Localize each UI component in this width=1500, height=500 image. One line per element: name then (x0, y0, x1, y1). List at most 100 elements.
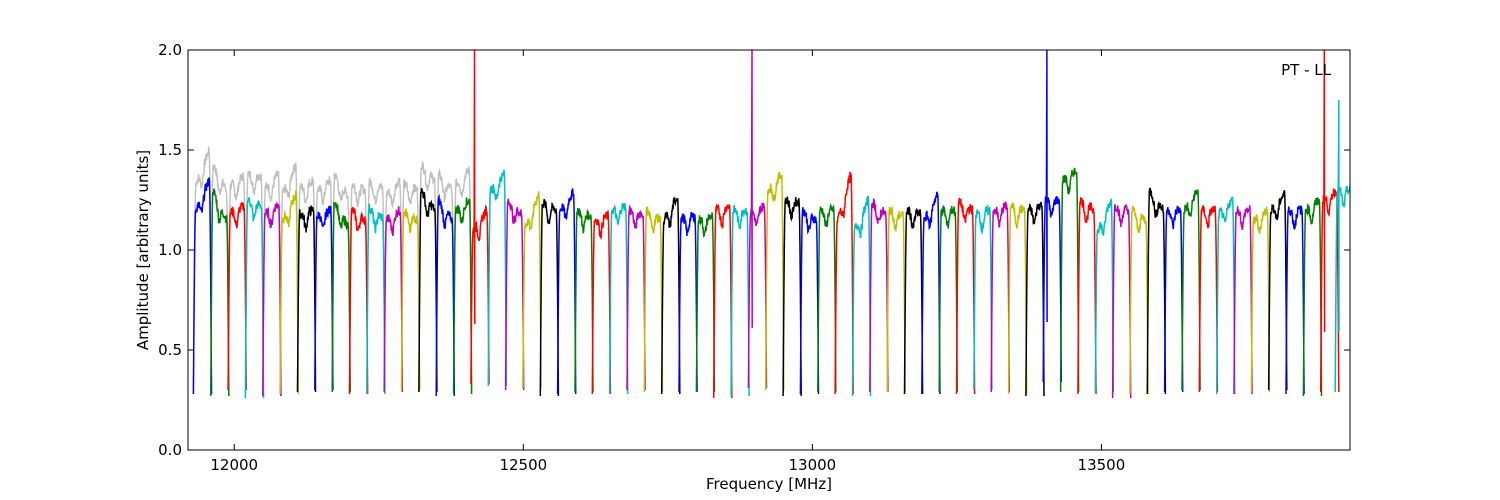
channel-series-line (1181, 188, 1201, 391)
channel-series-line (747, 50, 768, 389)
channel-series-line (973, 205, 993, 391)
channel-series-line (678, 211, 698, 393)
channel-series-line (192, 177, 213, 395)
axes-layer: 12000 12500 13000 13500 0.0 0.5 1.0 1.5 2.0 (158, 41, 1351, 474)
background-trace-segment (227, 172, 247, 391)
channel-series-line (1319, 50, 1340, 393)
channel-series-line (210, 188, 230, 397)
channel-series-line (1094, 198, 1115, 393)
channel-series-line (1059, 167, 1080, 393)
channel-series-line (556, 188, 577, 395)
channel-series-line (279, 190, 299, 395)
y-tick-label: 1.5 (158, 141, 182, 159)
x-tick-label: 13500 (1078, 456, 1126, 474)
background-trace-segment (210, 164, 230, 397)
channel-series-line (452, 197, 473, 395)
channel-series-line (244, 196, 265, 399)
channel-series-line (1146, 187, 1167, 395)
background-trace-segment (400, 179, 421, 391)
channel-series-line (1077, 197, 1097, 395)
channel-series-line (990, 201, 1011, 393)
channel-series-line (1250, 206, 1271, 393)
channel-series-line (834, 171, 854, 395)
channel-series-line (608, 202, 629, 395)
background-trace-segment (331, 171, 351, 393)
channel-series-line (1267, 190, 1288, 391)
background-trace-segment (435, 168, 455, 397)
channel-series-layer (192, 50, 1350, 399)
plot-annotation: PT - LL (1281, 61, 1332, 79)
y-tick-label: 0.0 (158, 441, 182, 459)
y-tick-label: 0.5 (158, 341, 182, 359)
channel-series-line (539, 198, 560, 397)
channel-series-line (227, 202, 247, 391)
channel-series-line (383, 206, 404, 393)
channel-series-line (418, 188, 438, 393)
y-tick-label: 1.0 (158, 241, 182, 259)
x-tick-label: 12500 (499, 456, 547, 474)
channel-series-line (262, 200, 282, 397)
channel-series-line (712, 203, 733, 399)
channel-series-line (574, 207, 594, 393)
x-axis-title: Frequency [MHz] (706, 475, 832, 493)
channel-series-line (1302, 197, 1323, 397)
channel-series-line (591, 209, 612, 395)
channel-series-line (817, 202, 837, 393)
channel-series-line (799, 207, 820, 395)
channel-series-line (1334, 99, 1350, 393)
background-trace-segment (192, 146, 213, 395)
channel-series-line (435, 193, 456, 397)
channel-series-line (314, 205, 334, 391)
channel-series-line (366, 203, 386, 395)
channel-series-line (1215, 196, 1236, 395)
channel-series-line (869, 197, 889, 393)
channel-series-line (695, 212, 716, 393)
channel-series-line (487, 169, 508, 387)
channel-series-line (296, 204, 317, 393)
channel-series-line (470, 50, 490, 385)
background-trace-segment (452, 166, 473, 395)
x-tick-label: 12000 (210, 456, 258, 474)
background-trace-layer (192, 146, 473, 399)
channel-series-line (348, 206, 369, 395)
channel-series-line (400, 208, 421, 391)
x-tick-label: 13000 (788, 456, 836, 474)
channel-series-line (782, 196, 802, 397)
channel-series-line (938, 204, 958, 393)
channel-series-line (1042, 50, 1063, 383)
channel-series-line (626, 204, 646, 391)
channel-series-line (660, 196, 681, 395)
channel-series-line (331, 201, 351, 393)
channel-series-line (504, 198, 525, 391)
background-trace-segment (244, 170, 265, 399)
background-trace-segment (279, 162, 299, 395)
background-trace-segment (296, 176, 317, 393)
channel-series-line (1285, 205, 1305, 395)
channel-series-line (1007, 202, 1028, 395)
y-tick-label: 2.0 (158, 41, 182, 59)
channel-series-line (921, 191, 941, 395)
channel-series-line (1163, 205, 1184, 393)
channel-series-line (1111, 203, 1132, 399)
channel-series-line (886, 206, 906, 393)
channel-series-line (1025, 201, 1045, 397)
channel-series-line (851, 194, 872, 397)
channel-series-line (903, 206, 924, 395)
channel-series-line (955, 197, 976, 395)
y-axis-title: Amplitude [arbitrary units] (134, 150, 152, 350)
channel-series-line (522, 191, 542, 389)
background-trace-segment (383, 177, 403, 393)
channel-series-line (1198, 204, 1219, 393)
channel-series-line (730, 205, 750, 397)
channel-series-line (1129, 205, 1149, 395)
background-trace-segment (314, 176, 334, 391)
background-trace-segment (366, 177, 386, 395)
background-trace-segment (348, 182, 369, 395)
channel-series-line (1233, 205, 1253, 395)
background-trace-segment (262, 169, 282, 397)
background-trace-segment (418, 160, 438, 393)
channel-series-line (764, 172, 785, 391)
channel-series-line (643, 206, 664, 393)
